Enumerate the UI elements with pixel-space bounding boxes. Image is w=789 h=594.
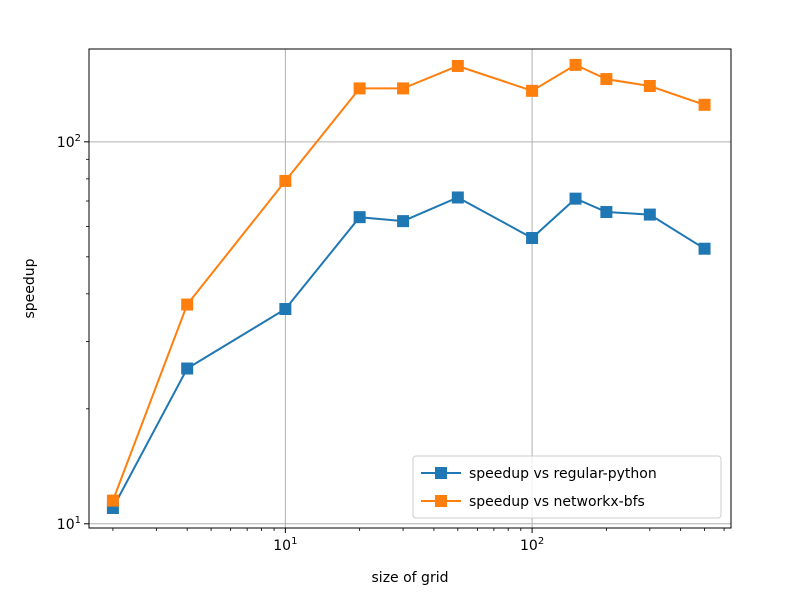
legend: speedup vs regular-python speedup vs netw… xyxy=(412,455,722,519)
series-2-point xyxy=(106,494,119,507)
grid xyxy=(89,49,731,528)
series-2-point xyxy=(526,84,539,97)
y-axis-label: speedup xyxy=(22,258,38,318)
series-2-point xyxy=(279,174,292,187)
legend-label: speedup vs regular-python xyxy=(469,466,657,482)
series-2-point xyxy=(600,73,613,86)
axis-ticks: 101 102 101 102 xyxy=(57,133,725,554)
series-2-point xyxy=(451,59,464,72)
series-1-point xyxy=(397,215,410,228)
series-1-point xyxy=(569,192,582,205)
x-axis-label: size of grid xyxy=(372,570,449,586)
series-1-point xyxy=(279,303,292,316)
series-2-point xyxy=(643,80,656,93)
legend-box xyxy=(412,455,722,519)
x-tick-label: 101 xyxy=(273,536,297,554)
series-1-point xyxy=(451,191,464,204)
series-2-point xyxy=(353,82,366,95)
series-1-point xyxy=(353,211,366,224)
series-1-point xyxy=(181,362,194,375)
series-1-point xyxy=(698,242,711,255)
legend-label: speedup vs networkx-bfs xyxy=(469,494,645,510)
series-1-point xyxy=(600,206,613,219)
plot-series xyxy=(106,58,711,514)
series-2-point xyxy=(698,98,711,111)
y-tick-label: 102 xyxy=(57,133,81,151)
series-1-point xyxy=(526,232,539,245)
y-tick-label: 101 xyxy=(57,515,81,533)
series-2-point xyxy=(397,82,410,95)
series-2-point xyxy=(569,58,582,71)
x-tick-label: 102 xyxy=(520,536,544,554)
series-2-point xyxy=(181,298,194,311)
legend-marker xyxy=(435,495,447,507)
series-1-point xyxy=(643,208,656,221)
legend-marker xyxy=(435,467,447,479)
plot-frame xyxy=(88,48,732,529)
